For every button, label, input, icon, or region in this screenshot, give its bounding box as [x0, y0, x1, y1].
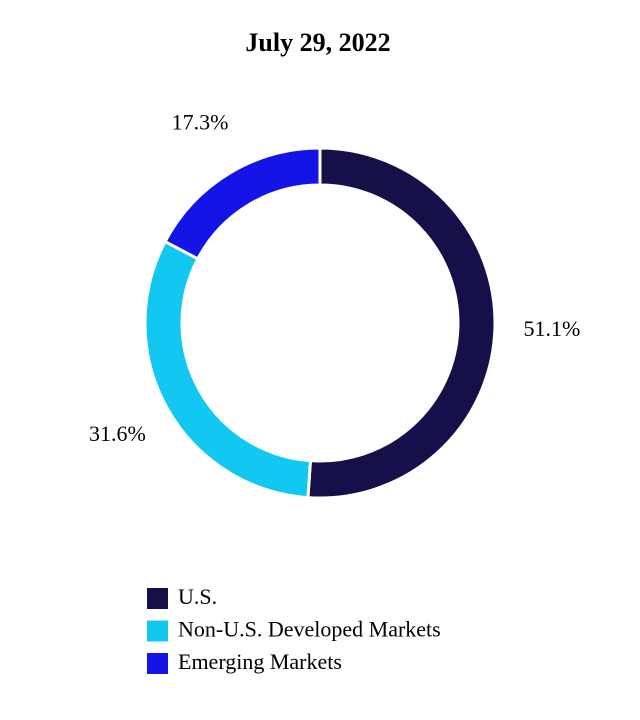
value-label: 51.1% — [523, 316, 580, 341]
legend-label: Emerging Markets — [178, 649, 342, 674]
chart-title: July 29, 2022 — [245, 28, 390, 57]
value-label: 31.6% — [89, 421, 146, 446]
legend-swatch — [147, 620, 168, 642]
legend-label: Non-U.S. Developed Markets — [178, 617, 441, 642]
donut-segment — [306, 146, 497, 500]
legend-label: U.S. — [178, 584, 217, 609]
donut-segment — [163, 146, 322, 261]
value-label: 17.3% — [172, 109, 229, 134]
legend-swatch — [147, 588, 168, 609]
legend-swatch — [147, 653, 168, 674]
